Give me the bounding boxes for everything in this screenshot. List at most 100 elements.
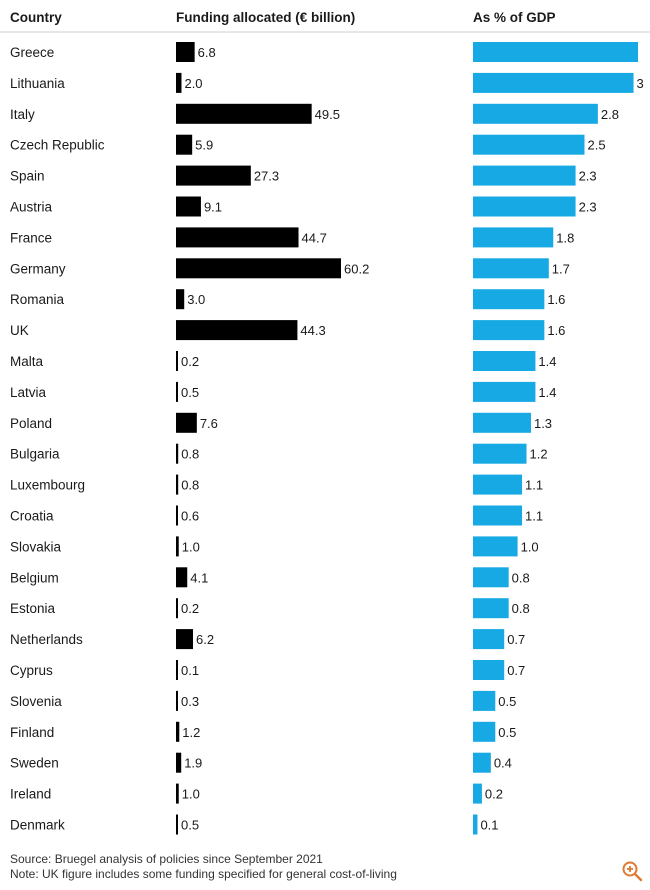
funding-bar	[176, 227, 299, 248]
gdp-bar	[473, 474, 523, 495]
funding-bar	[176, 351, 178, 371]
funding-value-label: 0.8	[181, 478, 199, 493]
gdp-value-label: 2.3	[579, 200, 597, 215]
chart-row: France 44.7 1.8	[10, 227, 574, 248]
gdp-bar	[473, 598, 509, 619]
gdp-bar	[473, 721, 496, 742]
funding-value-label: 1.0	[182, 787, 200, 802]
header-funding: Funding allocated (€ billion)	[176, 10, 355, 25]
funding-bar	[176, 165, 251, 186]
chart-row: Austria 9.1 2.3	[10, 196, 597, 217]
category-label: Sweden	[10, 756, 59, 771]
gdp-value-label: 1.4	[538, 354, 556, 369]
funding-value-label: 27.3	[254, 169, 279, 184]
gdp-value-label: 1.1	[525, 478, 543, 493]
funding-value-label: 60.2	[344, 261, 369, 276]
gdp-bar	[473, 320, 545, 341]
funding-bar	[176, 72, 182, 93]
chart-row: Luxembourg 0.8 1.1	[10, 474, 543, 495]
chart-row: Czech Republic 5.9 2.5	[10, 134, 606, 155]
gdp-value-label: 1.6	[547, 323, 565, 338]
gdp-bar	[473, 196, 576, 217]
gdp-bar	[473, 814, 478, 835]
funding-bar	[176, 629, 193, 650]
funding-value-label: 1.0	[182, 539, 200, 554]
category-label: Lithuania	[10, 76, 65, 91]
category-label: Denmark	[10, 818, 65, 833]
gdp-value-label: 2.8	[601, 107, 619, 122]
gdp-value-label: 0.1	[480, 818, 498, 833]
gdp-value-label: 0.7	[507, 663, 525, 678]
chart-row: Slovenia 0.3 0.5	[10, 690, 516, 711]
funding-bar	[176, 505, 178, 526]
gdp-value-label: 0.8	[512, 601, 530, 616]
funding-value-label: 0.8	[181, 447, 199, 462]
gdp-bar	[473, 165, 576, 186]
gdp-value-label: 1.4	[538, 385, 556, 400]
funding-value-label: 49.5	[315, 107, 340, 122]
funding-bar	[176, 690, 178, 711]
gdp-value-label: 0.7	[507, 632, 525, 647]
gdp-bar	[473, 381, 536, 402]
funding-bar	[176, 42, 195, 62]
chart-row: Cyprus 0.1 0.7	[10, 660, 525, 680]
gdp-bar	[473, 72, 634, 93]
funding-value-label: 6.2	[196, 632, 214, 647]
chart-rows: Greece 6.8 Lithuania 2.0 3 Italy 49.5 2.8 Czech …	[10, 42, 644, 835]
zoom-in-icon[interactable]	[621, 860, 643, 882]
funding-bar	[176, 567, 188, 588]
gdp-bar	[473, 690, 496, 711]
gdp-value-label: 2.3	[579, 169, 597, 184]
funding-value-label: 0.5	[181, 385, 199, 400]
chart-row: Italy 49.5 2.8	[10, 103, 619, 124]
category-label: Estonia	[10, 601, 56, 616]
gdp-value-label: 0.4	[494, 756, 512, 771]
funding-bar	[176, 783, 179, 804]
funding-value-label: 9.1	[204, 200, 222, 215]
header-gdp: As % of GDP	[473, 10, 556, 25]
gdp-bar	[473, 351, 536, 371]
category-label: Netherlands	[10, 632, 83, 647]
funding-value-label: 0.2	[181, 354, 199, 369]
chart-row: Belgium 4.1 0.8	[10, 567, 530, 588]
gdp-bar	[473, 412, 531, 433]
chart-row: Ireland 1.0 0.2	[10, 783, 503, 804]
funding-value-label: 1.2	[182, 725, 200, 740]
category-label: Croatia	[10, 509, 54, 524]
gdp-value-label: 0.5	[498, 725, 516, 740]
funding-bar	[176, 103, 312, 124]
funding-bar	[176, 412, 197, 433]
category-label: Bulgaria	[10, 447, 60, 462]
gdp-value-label: 1.0	[521, 539, 539, 554]
funding-value-label: 3.0	[187, 292, 205, 307]
gdp-value-label: 1.3	[534, 416, 552, 431]
funding-value-label: 7.6	[200, 416, 218, 431]
category-label: Cyprus	[10, 663, 53, 678]
chart-row: Sweden 1.9 0.4	[10, 752, 512, 773]
category-label: Germany	[10, 261, 66, 276]
chart-row: Denmark 0.5 0.1	[10, 814, 499, 835]
gdp-bar	[473, 134, 585, 155]
gdp-bar	[473, 567, 509, 588]
chart-row: Finland 1.2 0.5	[10, 721, 516, 742]
gdp-value-label: 0.8	[512, 570, 530, 585]
chart-row: UK 44.3 1.6	[10, 320, 565, 341]
gdp-value-label: 3	[637, 76, 644, 91]
category-label: Austria	[10, 200, 53, 215]
funding-value-label: 1.9	[184, 756, 202, 771]
funding-bar	[176, 196, 201, 217]
funding-value-label: 44.7	[302, 230, 327, 245]
category-label: Poland	[10, 416, 52, 431]
category-label: Slovakia	[10, 539, 62, 554]
funding-value-label: 0.3	[181, 694, 199, 709]
funding-bar	[176, 381, 178, 402]
funding-bar	[176, 443, 179, 464]
funding-value-label: 5.9	[195, 138, 213, 153]
chart-row: Estonia 0.2 0.8	[10, 598, 530, 619]
gdp-bar	[473, 42, 638, 62]
gdp-value-label: 1.7	[552, 261, 570, 276]
chart-row: Latvia 0.5 1.4	[10, 381, 557, 402]
funding-bar	[176, 598, 178, 619]
gdp-bar	[473, 443, 527, 464]
